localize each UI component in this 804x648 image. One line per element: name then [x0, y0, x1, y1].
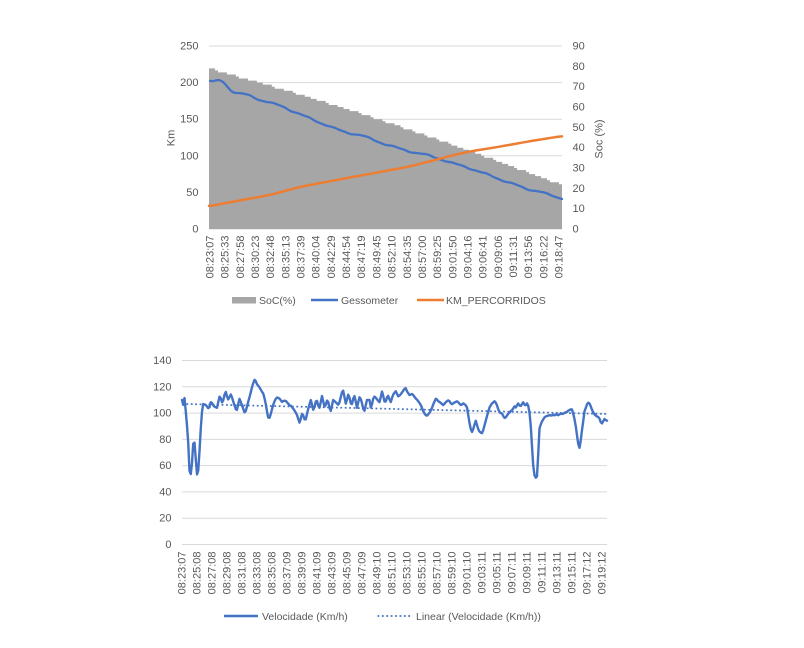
svg-text:0: 0 [573, 224, 579, 236]
svg-text:08:43:09: 08:43:09 [327, 552, 339, 595]
svg-text:08:59:25: 08:59:25 [432, 236, 444, 279]
svg-text:08:37:09: 08:37:09 [282, 552, 294, 595]
svg-text:09:15:11: 09:15:11 [567, 552, 579, 594]
svg-text:08:23:07: 08:23:07 [177, 552, 189, 595]
svg-text:09:19:12: 09:19:12 [597, 552, 609, 595]
svg-text:09:09:11: 09:09:11 [522, 552, 534, 594]
svg-text:100: 100 [180, 150, 198, 162]
svg-text:150: 150 [180, 114, 198, 126]
svg-text:08:35:08: 08:35:08 [267, 552, 279, 595]
svg-text:09:07:11: 09:07:11 [507, 552, 519, 594]
svg-text:08:33:08: 08:33:08 [252, 552, 264, 595]
svg-text:09:04:16: 09:04:16 [463, 236, 475, 279]
svg-text:08:51:10: 08:51:10 [387, 552, 399, 595]
svg-text:100: 100 [153, 408, 171, 420]
svg-text:140: 140 [153, 355, 171, 367]
svg-text:08:35:13: 08:35:13 [280, 236, 292, 279]
svg-text:08:41:09: 08:41:09 [312, 552, 324, 595]
svg-text:09:17:12: 09:17:12 [582, 552, 594, 595]
svg-text:250: 250 [180, 41, 198, 53]
svg-text:30: 30 [573, 163, 585, 175]
svg-text:Km: Km [166, 130, 178, 147]
svg-text:08:39:09: 08:39:09 [297, 552, 309, 595]
svg-text:08:57:10: 08:57:10 [432, 552, 444, 595]
svg-text:Gessometer: Gessometer [341, 295, 399, 307]
svg-text:0: 0 [192, 224, 198, 236]
svg-text:08:52:10: 08:52:10 [387, 236, 399, 279]
svg-text:09:05:11: 09:05:11 [492, 552, 504, 594]
svg-text:20: 20 [159, 513, 171, 525]
svg-text:08:59:10: 08:59:10 [447, 552, 459, 595]
svg-text:50: 50 [186, 187, 198, 199]
svg-text:Linear (Velocidade (Km/h)): Linear (Velocidade (Km/h)) [416, 611, 541, 623]
svg-text:09:16:22: 09:16:22 [538, 236, 550, 279]
svg-text:08:32:48: 08:32:48 [265, 236, 277, 279]
svg-text:08:55:10: 08:55:10 [417, 552, 429, 595]
svg-text:08:53:10: 08:53:10 [402, 552, 414, 595]
svg-text:09:11:11: 09:11:11 [537, 552, 549, 593]
svg-text:0: 0 [165, 539, 171, 551]
svg-text:08:45:09: 08:45:09 [342, 552, 354, 595]
svg-text:50: 50 [573, 122, 585, 134]
svg-text:08:31:08: 08:31:08 [237, 552, 249, 595]
svg-text:08:27:58: 08:27:58 [235, 235, 247, 278]
svg-text:09:11:31: 09:11:31 [508, 236, 520, 278]
svg-text:09:01:10: 09:01:10 [462, 552, 474, 595]
svg-text:08:37:39: 08:37:39 [296, 236, 308, 279]
svg-text:60: 60 [159, 460, 171, 472]
svg-text:120: 120 [153, 381, 171, 393]
svg-text:08:42:29: 08:42:29 [326, 236, 338, 279]
svg-text:08:47:19: 08:47:19 [356, 236, 368, 279]
svg-text:08:25:08: 08:25:08 [192, 552, 204, 595]
svg-text:20: 20 [573, 183, 585, 195]
svg-text:08:49:10: 08:49:10 [372, 552, 384, 595]
svg-text:08:49:45: 08:49:45 [371, 236, 383, 279]
svg-text:09:01:50: 09:01:50 [447, 236, 459, 279]
svg-text:60: 60 [573, 102, 585, 114]
svg-text:08:57:00: 08:57:00 [417, 236, 429, 279]
svg-text:Velocidade (Km/h): Velocidade (Km/h) [262, 611, 348, 623]
svg-text:90: 90 [573, 41, 585, 53]
svg-text:80: 80 [159, 434, 171, 446]
svg-text:08:47:09: 08:47:09 [357, 552, 369, 595]
svg-text:70: 70 [573, 81, 585, 93]
svg-text:10: 10 [573, 203, 585, 215]
svg-text:Soc (%): Soc (%) [594, 119, 606, 158]
svg-text:08:54:35: 08:54:35 [402, 236, 414, 279]
svg-text:08:40:04: 08:40:04 [311, 236, 323, 279]
svg-text:40: 40 [159, 486, 171, 498]
svg-text:08:30:23: 08:30:23 [250, 236, 262, 279]
svg-text:09:03:11: 09:03:11 [477, 552, 489, 594]
svg-text:09:13:56: 09:13:56 [523, 236, 535, 279]
svg-text:08:25:33: 08:25:33 [220, 236, 232, 279]
svg-text:KM_PERCORRIDOS: KM_PERCORRIDOS [446, 295, 546, 307]
svg-text:09:18:47: 09:18:47 [554, 236, 566, 279]
svg-text:09:13:11: 09:13:11 [552, 552, 564, 594]
svg-text:200: 200 [180, 77, 198, 89]
svg-text:08:44:54: 08:44:54 [341, 236, 353, 279]
svg-text:08:27:08: 08:27:08 [207, 552, 219, 595]
svg-text:08:23:07: 08:23:07 [205, 236, 217, 279]
svg-text:SoC(%): SoC(%) [259, 295, 296, 307]
svg-text:08:29:08: 08:29:08 [222, 552, 234, 595]
svg-text:40: 40 [573, 142, 585, 154]
svg-text:80: 80 [573, 61, 585, 73]
svg-text:09:06:41: 09:06:41 [478, 235, 490, 278]
svg-text:09:09:06: 09:09:06 [493, 236, 505, 279]
